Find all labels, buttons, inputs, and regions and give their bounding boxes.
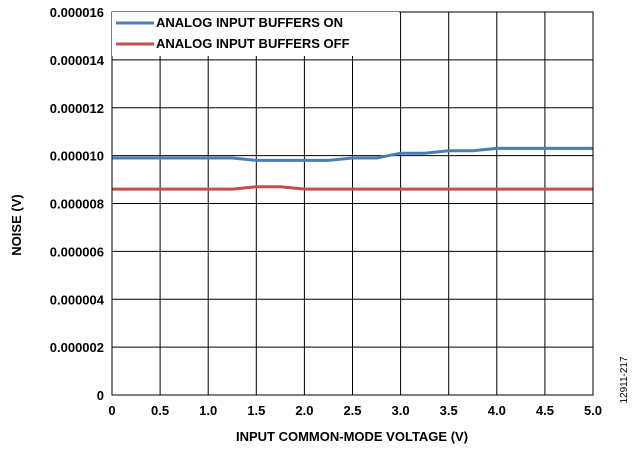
series-layer — [112, 146, 593, 191]
x-tick-label: 4.0 — [488, 403, 506, 418]
x-tick-label: 2.5 — [343, 403, 361, 418]
x-tick-label: 2.0 — [295, 403, 313, 418]
x-tick-label: 3.5 — [440, 403, 458, 418]
x-tick-label: 0 — [108, 403, 115, 418]
y-tick-label: 0 — [97, 388, 104, 403]
y-axis-title: NOISE (V) — [9, 194, 24, 255]
series-line-buffers-off — [112, 185, 593, 191]
legend-label-buffers-off: ANALOG INPUT BUFFERS OFF — [156, 36, 350, 51]
x-tick-label: 1.5 — [247, 403, 265, 418]
legend: ANALOG INPUT BUFFERS ON ANALOG INPUT BUF… — [112, 12, 399, 56]
y-tick-label: 0.000008 — [50, 197, 104, 212]
y-tick-labels: 0 0.000002 0.000004 0.000006 0.000008 0.00001… — [50, 5, 105, 403]
y-tick-label: 0.000004 — [50, 292, 105, 307]
grid — [111, 11, 594, 396]
x-tick-label: 3.0 — [392, 403, 410, 418]
x-axis-title: INPUT COMMON-MODE VOLTAGE (V) — [236, 429, 468, 444]
y-tick-label: 0.000012 — [50, 101, 104, 116]
y-tick-label: 0.000006 — [50, 244, 104, 259]
figure-id: 12911-217 — [619, 356, 630, 404]
y-tick-label: 0.000016 — [50, 5, 104, 20]
series-line-buffers-on — [112, 146, 593, 162]
x-tick-label: 5.0 — [584, 403, 602, 418]
y-tick-label: 0.000002 — [50, 340, 104, 355]
x-tick-label: 4.5 — [536, 403, 554, 418]
x-tick-labels: 0 0.5 1.0 1.5 2.0 2.5 3.0 3.5 4.0 4.5 5.0 — [108, 403, 602, 418]
legend-label-buffers-on: ANALOG INPUT BUFFERS ON — [156, 15, 343, 30]
y-tick-label: 0.000014 — [50, 53, 105, 68]
x-tick-label: 1.0 — [199, 403, 217, 418]
x-tick-label: 0.5 — [151, 403, 169, 418]
legend-box — [112, 12, 399, 56]
y-tick-label: 0.000010 — [50, 149, 104, 164]
